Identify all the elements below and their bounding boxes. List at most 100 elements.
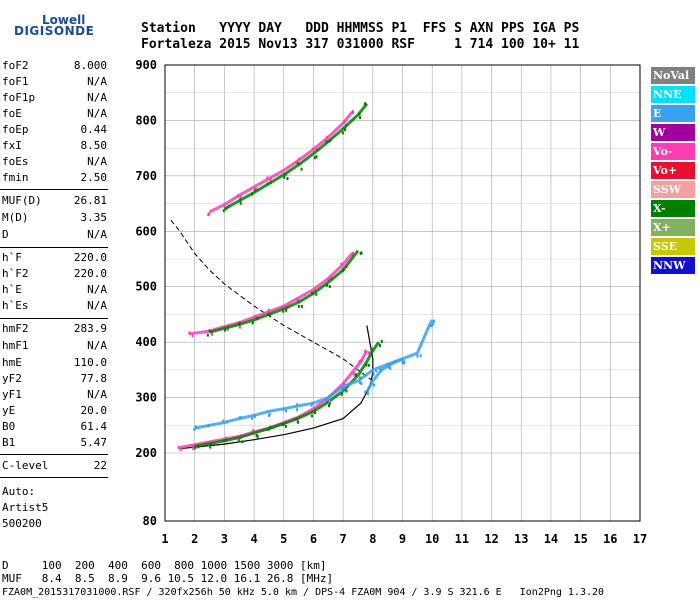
trace-point	[359, 251, 362, 255]
trace-point	[358, 112, 361, 116]
trace-point	[239, 325, 241, 329]
trace-line	[365, 319, 434, 393]
trace-point	[402, 358, 405, 362]
trace-point	[255, 315, 258, 319]
trace-point	[325, 140, 328, 144]
logo-line1: Lowell	[42, 13, 86, 27]
distance-line: D 100 200 400 600 800 1000 1500 3000 [km…	[2, 559, 327, 572]
param-row: yE 20.0	[2, 403, 107, 419]
trace-point	[256, 435, 259, 439]
trace-point	[226, 328, 229, 331]
trace-point	[340, 392, 343, 396]
trace-point	[432, 322, 434, 326]
trace-point	[222, 209, 225, 213]
trace-point	[429, 324, 431, 327]
trace-point	[269, 425, 272, 429]
trace-point	[430, 324, 433, 327]
param-name: hmE	[2, 356, 22, 369]
trace-line	[179, 349, 369, 449]
trace-point	[351, 111, 354, 114]
legend-item: SSE	[651, 238, 695, 255]
x-tick-label: 15	[573, 532, 587, 546]
separator	[0, 318, 108, 319]
trace-point	[209, 445, 212, 449]
x-tick-label: 12	[484, 532, 498, 546]
y-tick-label: 800	[135, 113, 157, 127]
trace-point	[311, 401, 314, 405]
trace-point	[223, 439, 225, 443]
trace-point	[237, 439, 240, 443]
trace-point	[370, 380, 373, 384]
param-name: h`F	[2, 251, 22, 264]
trace-point	[314, 411, 316, 415]
param-row: yF1 N/A	[2, 387, 107, 403]
trace-point	[286, 177, 289, 180]
trace-point	[373, 383, 375, 387]
trace-point	[254, 187, 257, 191]
param-value: 61.4	[80, 420, 108, 433]
param-value: 3.35	[80, 211, 108, 224]
trace-line	[188, 252, 354, 336]
y-tick-label: 200	[135, 446, 157, 460]
trace-point	[191, 334, 194, 338]
trace-point	[241, 440, 244, 444]
legend-item: NoVal	[651, 67, 695, 84]
trace-point	[300, 167, 303, 171]
param-value: 0.44	[80, 123, 108, 136]
trace-point	[283, 175, 286, 179]
trace-point	[389, 366, 392, 370]
logo-line2: DIGISONDE	[14, 24, 95, 38]
trace-point	[194, 425, 197, 429]
trace-point	[358, 359, 361, 363]
trace-point	[297, 304, 300, 308]
trace-point	[341, 131, 344, 135]
param-value: 22	[93, 459, 107, 472]
trace-point	[223, 203, 226, 207]
trace-point	[224, 328, 227, 332]
trace-point	[340, 388, 343, 392]
trace-point	[237, 194, 239, 198]
trace-point	[295, 417, 298, 421]
auto-method: Artist5	[2, 501, 49, 514]
trace-point	[326, 283, 329, 287]
trace-point	[285, 308, 288, 312]
trace-point	[367, 363, 370, 367]
param-name: h`F2	[2, 267, 29, 280]
trace-point	[328, 400, 331, 403]
trace-point	[267, 308, 270, 312]
param-name: h`Es	[2, 299, 29, 312]
trace-point	[311, 414, 313, 418]
trace-point	[238, 321, 241, 325]
param-row: foEs N/A	[2, 154, 107, 170]
param-name: foEp	[2, 123, 29, 136]
trace-point	[416, 354, 419, 358]
trace-point	[239, 195, 242, 199]
trace-point	[226, 420, 229, 424]
trace-point	[325, 136, 328, 140]
x-tick-label: 4	[250, 532, 257, 546]
chart-traces	[177, 102, 435, 451]
trace-point	[379, 344, 381, 348]
trace-point	[281, 305, 283, 309]
trace-point	[267, 427, 270, 431]
header-labels: Station YYYY DAY DDD HHMMSS P1 FFS S AXN…	[141, 21, 580, 36]
trace-point	[268, 312, 270, 316]
trace-point	[226, 325, 229, 329]
trace-line	[194, 357, 404, 430]
trace-point	[300, 304, 303, 308]
trace-point	[197, 445, 200, 449]
trace-point	[224, 207, 227, 211]
trace-point	[351, 253, 354, 257]
param-row: fxI 8.50	[2, 138, 107, 154]
x-tick-label: 8	[369, 532, 376, 546]
ionogram-chart: 1 2 3 4 5 6 7 8 9 10 11 12 13 14 15 16 17 80200300400500…	[135, 58, 647, 546]
param-row: h`Es N/A	[2, 298, 107, 314]
trace-point	[211, 332, 213, 336]
trace-point	[329, 138, 331, 142]
x-tick-label: 2	[191, 532, 198, 546]
param-row: B1 5.47	[2, 435, 107, 451]
y-tick-label: 900	[135, 58, 157, 72]
trace-point	[370, 347, 373, 351]
trace-point	[194, 446, 197, 450]
trace-point	[192, 447, 195, 450]
